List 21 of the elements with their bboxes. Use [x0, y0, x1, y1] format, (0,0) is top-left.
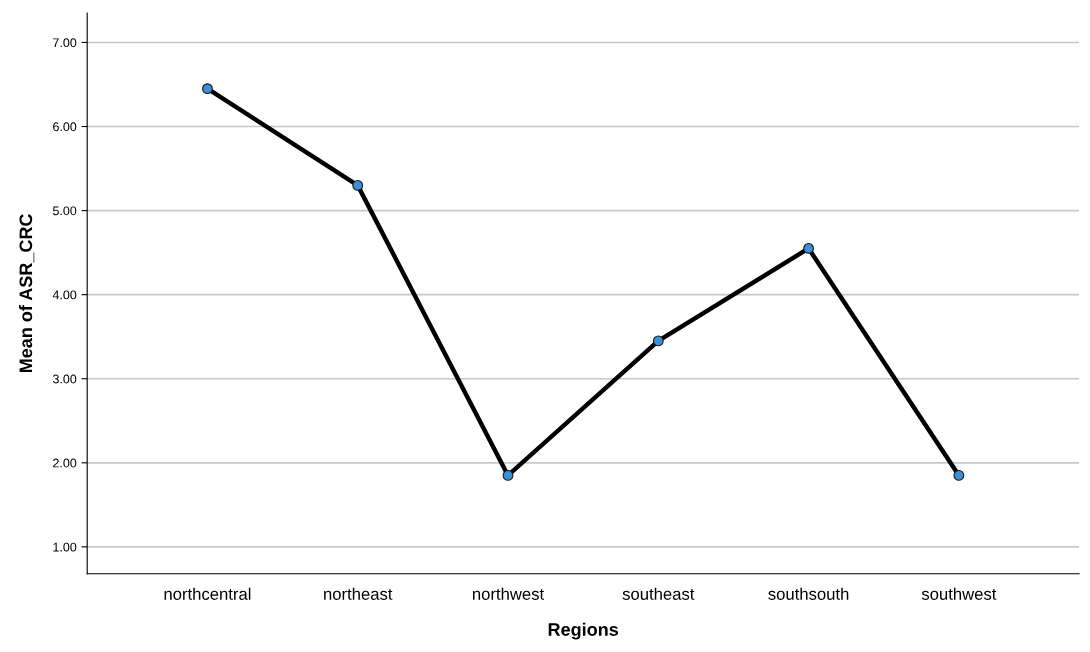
y-tick-label: 6.00	[53, 122, 77, 132]
y-tick-label: 7.00	[53, 38, 77, 48]
point	[502, 469, 514, 481]
x-axis-title: Regions	[548, 622, 619, 640]
point	[953, 469, 965, 481]
y-tick-label: 3.00	[52, 374, 77, 384]
y-axis-title: Mean of ASR_CRC	[18, 213, 35, 373]
x-tick-label: northwest	[472, 587, 545, 600]
point	[652, 335, 664, 347]
point	[803, 243, 814, 254]
x-tick-label: northeast	[324, 587, 393, 600]
x-tick-label: southwest	[921, 587, 997, 600]
x-tick-label: northcentral	[164, 587, 251, 600]
y-tick-label: 1.00	[53, 542, 77, 552]
point	[352, 179, 364, 191]
y-tick-label: 4.00	[52, 290, 77, 300]
point	[202, 83, 213, 95]
x-tick-label: southeast	[622, 587, 695, 600]
y-tick-label: 2.00	[53, 458, 77, 468]
y-tick-label: 5.00	[52, 206, 77, 216]
x-tick-label: southsouth	[768, 587, 849, 600]
